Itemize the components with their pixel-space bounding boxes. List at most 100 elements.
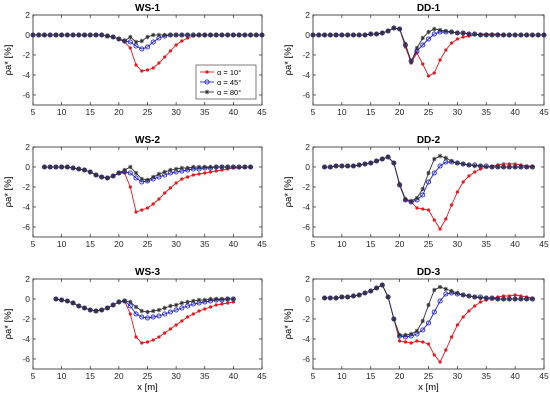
data-point: [140, 208, 144, 212]
chart-title: DD-2: [417, 135, 441, 146]
data-point: [414, 45, 420, 51]
y-tick-label: 2: [305, 142, 310, 152]
y-tick-label: 0: [25, 162, 30, 172]
legend-marker: [205, 70, 209, 74]
data-point: [110, 34, 116, 40]
legend-marker: [204, 79, 210, 85]
data-point: [180, 39, 184, 43]
x-tick-label: 35: [200, 239, 210, 249]
data-point: [409, 341, 413, 345]
data-point: [420, 186, 425, 192]
y-tick-label: -4: [302, 70, 310, 80]
data-point: [191, 298, 196, 304]
data-point: [163, 331, 167, 335]
data-point: [82, 32, 87, 38]
data-point: [391, 160, 397, 166]
data-point: [455, 37, 459, 41]
data-point: [450, 41, 454, 45]
data-point: [455, 323, 459, 327]
data-point: [351, 163, 356, 169]
data-point: [140, 69, 144, 73]
data-point: [196, 32, 202, 38]
x-tick-label: 30: [453, 107, 463, 117]
data-point: [362, 290, 368, 296]
data-point: [202, 297, 207, 303]
data-point: [156, 171, 162, 177]
data-point: [133, 170, 139, 176]
data-point: [333, 32, 339, 38]
data-point: [151, 174, 156, 180]
data-point: [76, 303, 81, 309]
data-point: [339, 32, 345, 38]
data-point: [168, 167, 173, 173]
data-point: [415, 339, 419, 343]
data-point: [196, 297, 202, 303]
series-star: [53, 296, 236, 315]
data-point: [322, 164, 327, 170]
data-point: [122, 167, 127, 173]
x-tick-label: 45: [539, 371, 549, 381]
data-point: [248, 32, 253, 38]
data-point: [133, 304, 139, 310]
x-tick-label: 5: [311, 107, 316, 117]
data-point: [191, 312, 195, 316]
data-point: [53, 32, 59, 38]
x-tick-label: 20: [114, 239, 124, 249]
data-point: [450, 203, 454, 207]
data-point: [437, 298, 443, 304]
data-point: [455, 190, 459, 194]
data-point: [449, 29, 454, 35]
y-tick-label: -4: [22, 202, 30, 212]
y-tick-label: -2: [302, 182, 310, 192]
data-point: [173, 302, 179, 308]
data-point: [484, 164, 489, 170]
data-point: [116, 36, 122, 42]
data-point: [236, 164, 242, 170]
chart-title: WS-3: [135, 267, 160, 278]
data-point: [139, 46, 145, 52]
x-tick-label: 10: [57, 371, 67, 381]
data-point: [443, 28, 449, 34]
x-tick-label: 40: [229, 239, 239, 249]
data-point: [168, 32, 173, 38]
data-point: [530, 296, 535, 302]
y-axis-label: ρa* [%]: [3, 45, 14, 76]
chart-title: WS-2: [135, 135, 160, 146]
data-point: [185, 165, 190, 171]
series-line: [324, 155, 533, 202]
data-point: [357, 292, 362, 298]
data-point: [443, 155, 449, 161]
data-point: [180, 319, 184, 323]
data-point: [191, 164, 196, 170]
data-point: [437, 163, 443, 169]
data-point: [432, 287, 437, 293]
data-point: [397, 26, 402, 32]
data-point: [351, 293, 356, 299]
data-point: [420, 192, 426, 198]
x-tick-label: 25: [143, 239, 153, 249]
x-axis-label: x [m]: [418, 382, 439, 393]
data-point: [432, 218, 436, 222]
data-point: [368, 160, 373, 166]
data-point: [443, 291, 449, 297]
series-dot: [54, 297, 235, 345]
data-point: [197, 172, 201, 176]
data-point: [414, 328, 420, 334]
data-point: [345, 294, 350, 300]
data-point: [208, 32, 213, 38]
data-point: [168, 327, 172, 331]
data-point: [472, 294, 477, 300]
data-point: [196, 164, 202, 170]
y-tick-label: 0: [305, 294, 310, 304]
data-point: [88, 32, 93, 38]
x-tick-label: 5: [31, 107, 36, 117]
data-point: [203, 171, 207, 175]
data-point: [351, 32, 356, 38]
plot-frame: [32, 146, 263, 238]
plot-frame: [312, 146, 545, 238]
y-tick-label: -2: [22, 182, 30, 192]
data-point: [219, 296, 225, 302]
